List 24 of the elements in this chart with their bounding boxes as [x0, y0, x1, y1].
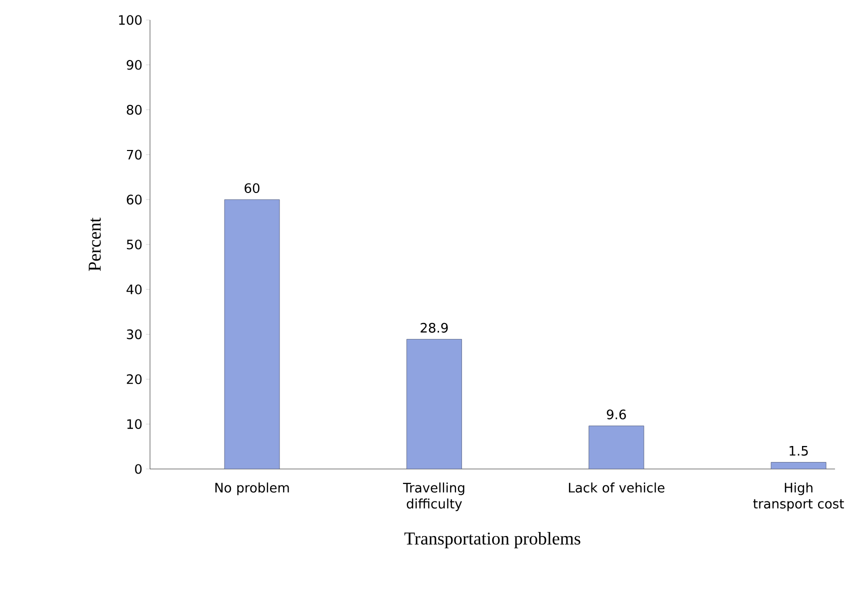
y-tick-label: 60 [126, 194, 142, 205]
y-tick-label: 70 [126, 150, 142, 160]
y-tick-label: 0 [135, 464, 142, 474]
x-tick-label: Lack of vehicle [568, 482, 664, 493]
data-label: 9.6 [606, 410, 626, 420]
x-tick-label: High transport cost [753, 482, 844, 512]
data-label: 60 [244, 183, 260, 194]
x-tick-label: Travelling difficulty [402, 482, 464, 512]
bar [406, 339, 462, 469]
y-tick-label: 80 [126, 104, 142, 115]
x-axis-title: Transportation problems [404, 532, 580, 548]
bar [224, 199, 280, 469]
bar [588, 426, 644, 469]
y-tick-label: 100 [119, 15, 142, 25]
y-tick-label: 20 [126, 374, 142, 384]
y-tick-label: 30 [126, 329, 142, 340]
data-label: 1.5 [790, 446, 808, 456]
y-tick-label: 90 [126, 60, 142, 70]
x-tick-label: No problem [215, 482, 289, 496]
y-tick-label: 50 [126, 240, 142, 250]
y-tick-label: 40 [126, 284, 142, 294]
data-label: 28.9 [420, 322, 448, 333]
y-axis-title: Percent [88, 218, 101, 271]
y-tick-label: 10 [127, 419, 142, 430]
